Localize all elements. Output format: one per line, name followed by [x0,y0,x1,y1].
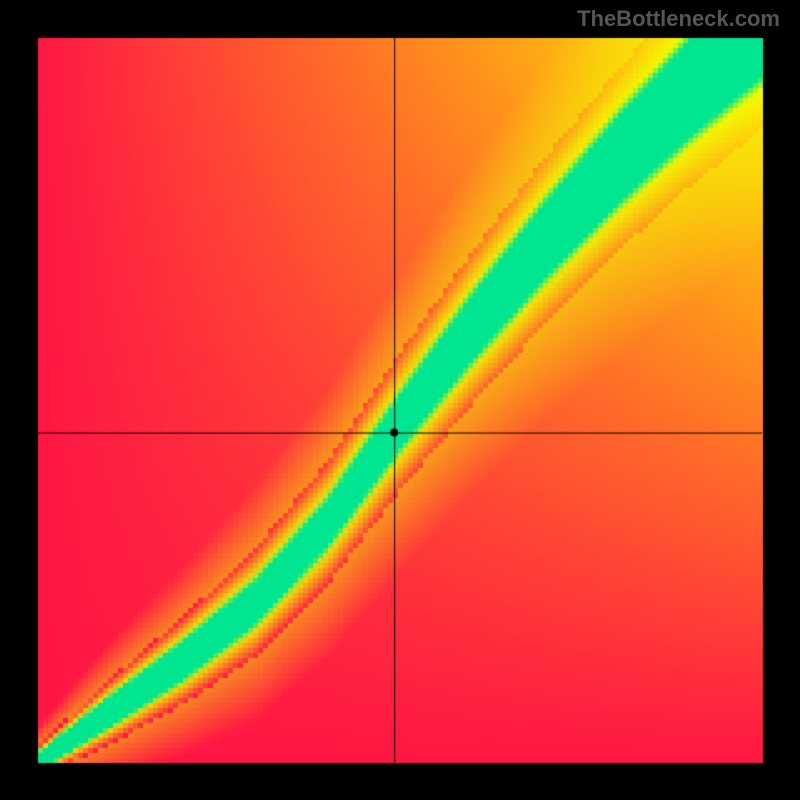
chart-container: TheBottleneck.com [0,0,800,800]
watermark-text: TheBottleneck.com [577,6,780,32]
heatmap-canvas [0,0,800,800]
